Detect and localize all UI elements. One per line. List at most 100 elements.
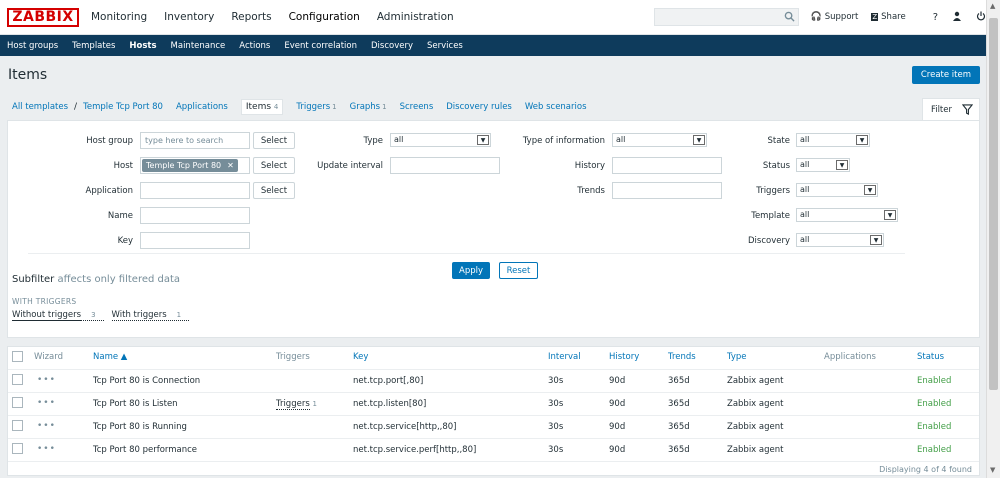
item-name-link[interactable]: Tcp Port 80 is Running: [93, 422, 187, 432]
subfilter-title-label: Subfilter: [12, 274, 55, 285]
breadcrumb-all-templates[interactable]: All templates: [12, 102, 69, 112]
tab-triggers[interactable]: Triggers 1: [296, 102, 336, 112]
type-label: Type: [363, 136, 383, 146]
item-name-link[interactable]: Tcp Port 80 is Listen: [93, 399, 178, 409]
nav-configuration[interactable]: Configuration: [288, 11, 360, 23]
more-icon[interactable]: •••: [37, 444, 56, 454]
share-link[interactable]: Z Share: [871, 12, 906, 22]
subnav-maintenance[interactable]: Maintenance: [170, 40, 226, 51]
subnav-hosts[interactable]: Hosts: [129, 40, 157, 51]
more-icon[interactable]: •••: [37, 375, 56, 385]
more-icon[interactable]: •••: [37, 421, 56, 431]
header-triggers: Triggers: [276, 352, 310, 362]
item-status-toggle[interactable]: Enabled: [917, 445, 952, 455]
host-chip[interactable]: Temple Tcp Port 80 ✕: [142, 159, 238, 172]
host-group-input[interactable]: type here to search: [140, 132, 250, 149]
tab-screens[interactable]: Screens: [399, 102, 434, 112]
subnav-discovery[interactable]: Discovery: [371, 40, 414, 51]
table-row: ••• Tcp Port 80 is Connection net.tcp.po…: [8, 370, 979, 393]
apply-button[interactable]: Apply: [452, 262, 490, 279]
nav-monitoring[interactable]: Monitoring: [91, 11, 148, 23]
state-select-value: all: [800, 135, 810, 144]
host-group-select-button[interactable]: Select: [253, 132, 295, 149]
title-bar: Items Create item: [0, 56, 1000, 94]
item-status-toggle[interactable]: Enabled: [917, 376, 952, 386]
type-info-select[interactable]: all ▼: [612, 133, 707, 147]
subfilter-without-count: 3: [91, 311, 96, 319]
row-checkbox[interactable]: [12, 443, 23, 454]
header-key[interactable]: Key: [353, 352, 369, 362]
close-icon[interactable]: ✕: [227, 161, 234, 170]
tab-discovery-rules[interactable]: Discovery rules: [446, 102, 512, 112]
subfilter-with-triggers[interactable]: With triggers 1: [111, 310, 190, 321]
page-scrollbar[interactable]: ▲ ▼: [986, 0, 1000, 478]
filter-toggle[interactable]: Filter: [921, 98, 980, 120]
history-input[interactable]: [612, 157, 722, 174]
chevron-down-icon: ▼: [870, 235, 882, 245]
scroll-up-icon[interactable]: ▲: [990, 2, 996, 10]
tab-applications[interactable]: Applications: [175, 102, 228, 112]
subnav-services[interactable]: Services: [427, 40, 463, 51]
item-trends: 365d: [668, 399, 690, 409]
item-status-toggle[interactable]: Enabled: [917, 399, 952, 409]
state-label: State: [767, 136, 791, 146]
row-checkbox[interactable]: [12, 420, 23, 431]
item-name-link[interactable]: Tcp Port 80 performance: [93, 445, 198, 455]
state-select[interactable]: all ▼: [796, 133, 870, 147]
application-select-button[interactable]: Select: [253, 182, 295, 199]
header-type[interactable]: Type: [727, 352, 747, 362]
support-link[interactable]: 🎧 Support: [811, 12, 859, 22]
host-select-button[interactable]: Select: [253, 157, 295, 174]
tab-items[interactable]: Items 4: [240, 99, 284, 115]
item-interval: 30s: [548, 399, 564, 409]
item-triggers[interactable]: Triggers 1: [276, 399, 317, 410]
subnav-actions[interactable]: Actions: [239, 40, 271, 51]
subnav-host-groups[interactable]: Host groups: [7, 40, 59, 51]
item-triggers-link[interactable]: Triggers: [276, 399, 310, 410]
header-name[interactable]: Name ▲: [93, 352, 128, 362]
select-all-checkbox[interactable]: [12, 351, 23, 362]
breadcrumb-template[interactable]: Temple Tcp Port 80: [83, 102, 163, 112]
user-profile-icon[interactable]: [952, 11, 962, 24]
global-search-input[interactable]: [653, 8, 799, 26]
subnav-event-correlation[interactable]: Event correlation: [284, 40, 358, 51]
row-checkbox[interactable]: [12, 397, 23, 408]
update-interval-input[interactable]: [390, 157, 500, 174]
tab-web-scenarios[interactable]: Web scenarios: [524, 102, 587, 112]
reset-button[interactable]: Reset: [499, 262, 538, 279]
application-input[interactable]: [140, 182, 250, 199]
header-trends[interactable]: Trends: [668, 352, 696, 362]
subfilter-without-triggers[interactable]: Without triggers 3: [12, 310, 104, 321]
scroll-down-icon[interactable]: ▼: [990, 466, 996, 474]
subfilter-links: Without triggers 3 With triggers 1: [12, 310, 197, 321]
create-item-button[interactable]: Create item: [911, 66, 980, 84]
type-select[interactable]: all ▼: [390, 133, 491, 147]
item-status-toggle[interactable]: Enabled: [917, 422, 952, 432]
status-select[interactable]: all ▼: [796, 158, 850, 172]
template-select[interactable]: all ▼: [796, 208, 898, 222]
item-history: 90d: [609, 445, 626, 455]
nav-administration[interactable]: Administration: [376, 11, 454, 23]
header-status[interactable]: Status: [917, 352, 945, 362]
key-input[interactable]: [140, 232, 250, 249]
zabbix-logo[interactable]: ZABBIX: [7, 7, 79, 27]
search-icon[interactable]: [784, 11, 795, 22]
chevron-down-icon: ▼: [864, 185, 876, 195]
row-checkbox[interactable]: [12, 374, 23, 385]
header-history[interactable]: History: [609, 352, 640, 362]
trends-input[interactable]: [612, 182, 722, 199]
name-input[interactable]: [140, 207, 250, 224]
sign-out-icon[interactable]: [976, 11, 986, 24]
help-icon[interactable]: ?: [932, 11, 938, 23]
scrollbar-thumb[interactable]: [989, 18, 998, 390]
subnav-templates[interactable]: Templates: [72, 40, 116, 51]
header-interval[interactable]: Interval: [548, 352, 581, 362]
more-icon[interactable]: •••: [37, 398, 56, 408]
item-name-link[interactable]: Tcp Port 80 is Connection: [93, 376, 201, 386]
item-interval: 30s: [548, 445, 564, 455]
nav-inventory[interactable]: Inventory: [164, 11, 215, 23]
discovery-select[interactable]: all ▼: [796, 233, 884, 247]
tab-graphs[interactable]: Graphs 1: [350, 102, 387, 112]
nav-reports[interactable]: Reports: [231, 11, 272, 23]
triggers-select[interactable]: all ▼: [796, 183, 878, 197]
